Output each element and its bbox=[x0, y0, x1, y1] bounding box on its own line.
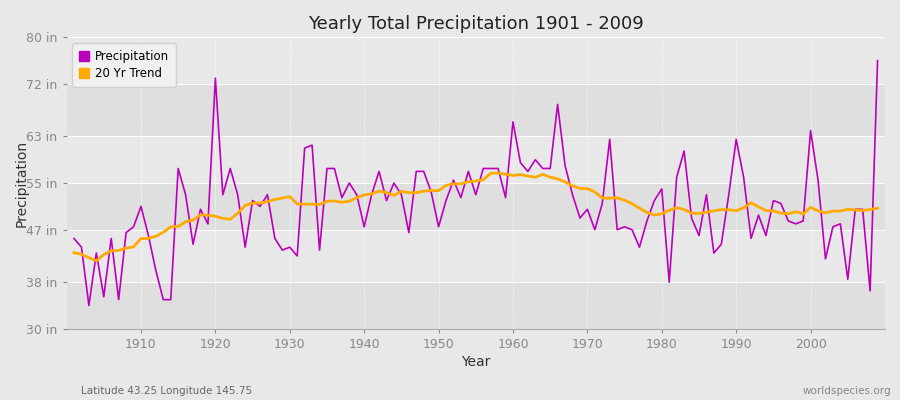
Bar bbox=[67, 136, 885, 183]
Bar bbox=[67, 84, 885, 136]
Text: Latitude 43.25 Longitude 145.75: Latitude 43.25 Longitude 145.75 bbox=[81, 386, 252, 396]
Legend: Precipitation, 20 Yr Trend: Precipitation, 20 Yr Trend bbox=[73, 43, 176, 87]
Bar bbox=[67, 230, 885, 282]
X-axis label: Year: Year bbox=[461, 355, 491, 369]
Bar bbox=[67, 183, 885, 230]
Text: worldspecies.org: worldspecies.org bbox=[803, 386, 891, 396]
Title: Yearly Total Precipitation 1901 - 2009: Yearly Total Precipitation 1901 - 2009 bbox=[308, 15, 644, 33]
Bar bbox=[67, 282, 885, 329]
Y-axis label: Precipitation: Precipitation bbox=[15, 140, 29, 227]
Bar bbox=[67, 37, 885, 84]
